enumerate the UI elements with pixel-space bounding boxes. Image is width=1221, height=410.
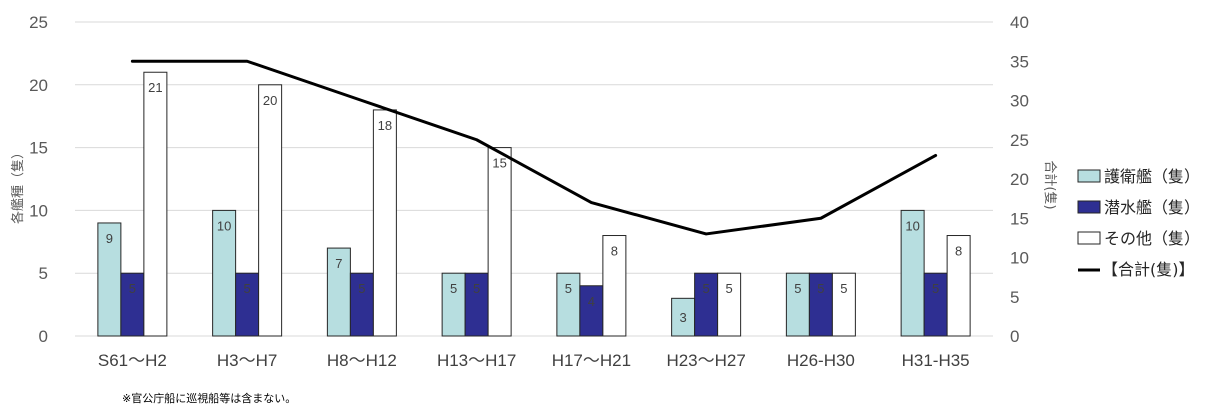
data-label: 15: [492, 156, 506, 171]
data-label: 9: [106, 231, 113, 246]
data-label: 5: [932, 281, 939, 296]
y-tick-label: 20: [29, 76, 48, 95]
y2-tick-label: 40: [1010, 13, 1029, 32]
data-label: 5: [794, 281, 801, 296]
left-axis-ticks: 0 5 10 15 20 25: [29, 13, 48, 346]
data-label: 5: [358, 281, 365, 296]
y-tick-label: 15: [29, 139, 48, 158]
bar-other: [831, 272, 856, 337]
x-tick-label: H17～H21: [552, 351, 631, 370]
bar-other: [717, 272, 742, 337]
data-label: 10: [217, 218, 231, 233]
legend-label: 潜水艦（隻）: [1104, 198, 1200, 217]
y2-tick-label: 35: [1010, 52, 1029, 71]
data-labels: 9 5 21 10 5 20 7 5 18 5 5 15 5 4 8 3 5 5 5 5 5 10 5 8: [106, 80, 962, 325]
x-tick-label: H23～H27: [666, 351, 745, 370]
total-line: [130, 59, 938, 236]
data-label: 8: [955, 244, 962, 259]
data-label: 21: [148, 80, 162, 95]
bar-other: [487, 147, 512, 337]
y-axis-title: 各艦種（隻）: [10, 146, 26, 224]
y-tick-label: 5: [39, 264, 48, 283]
data-label: 10: [905, 218, 919, 233]
x-tick-label: H26-H30: [787, 351, 855, 370]
data-label: 5: [726, 281, 733, 296]
right-axis-ticks: 0 5 10 15 20 25 30 35 40: [1010, 13, 1029, 346]
data-label: 7: [335, 256, 342, 271]
data-label: 5: [703, 281, 710, 296]
data-label: 5: [450, 281, 457, 296]
data-label: 5: [473, 281, 480, 296]
legend-swatch: [1077, 200, 1101, 214]
legend: 護衛艦（隻） 潜水艦（隻） その他（隻） 【合計(隻)】: [1077, 167, 1200, 279]
y2-tick-label: 25: [1010, 131, 1029, 150]
data-label: 3: [680, 310, 687, 325]
legend-swatch: [1077, 231, 1101, 245]
y2-axis-title: 合計(隻): [1042, 160, 1058, 209]
y-tick-label: 0: [39, 327, 48, 346]
legend-label: 護衛艦（隻）: [1104, 167, 1200, 186]
x-tick-label: H13～H17: [437, 351, 516, 370]
data-label: 18: [378, 118, 392, 133]
data-label: 5: [840, 281, 847, 296]
data-label: 5: [129, 281, 136, 296]
x-tick-label: H8～H12: [327, 351, 397, 370]
total-line-path: [130, 59, 938, 236]
bar-other: [372, 109, 397, 337]
legend-swatch: [1077, 169, 1101, 183]
legend-label: 【合計(隻)】: [1102, 260, 1195, 279]
x-tick-label: S61～H2: [98, 351, 167, 370]
footnote: ※官公庁船に巡視船等は含まない。: [122, 392, 297, 405]
data-label: 5: [817, 281, 824, 296]
data-label: 5: [565, 281, 572, 296]
y2-tick-label: 20: [1010, 170, 1029, 189]
bar-other: [946, 235, 971, 337]
data-label: 5: [244, 281, 251, 296]
y2-tick-label: 0: [1010, 327, 1019, 346]
y-tick-label: 25: [29, 13, 48, 32]
y-tick-label: 10: [29, 201, 48, 220]
data-label: 20: [263, 93, 277, 108]
y2-tick-label: 10: [1010, 249, 1029, 268]
x-tick-label: H31-H35: [902, 351, 970, 370]
bar-other: [143, 71, 168, 337]
x-axis-labels: S61～H2 H3～H7 H8～H12 H13～H17 H17～H21 H23～H27 H2…: [98, 351, 970, 370]
x-tick-label: H3～H7: [217, 351, 277, 370]
bar-other: [258, 84, 283, 337]
data-label: 8: [611, 244, 618, 259]
bars: [97, 71, 971, 337]
data-label: 4: [588, 294, 595, 309]
y2-tick-label: 5: [1010, 288, 1019, 307]
bar-other: [602, 235, 627, 337]
y2-tick-label: 15: [1010, 209, 1029, 228]
legend-label: その他（隻）: [1104, 229, 1200, 248]
y2-tick-label: 30: [1010, 92, 1029, 111]
